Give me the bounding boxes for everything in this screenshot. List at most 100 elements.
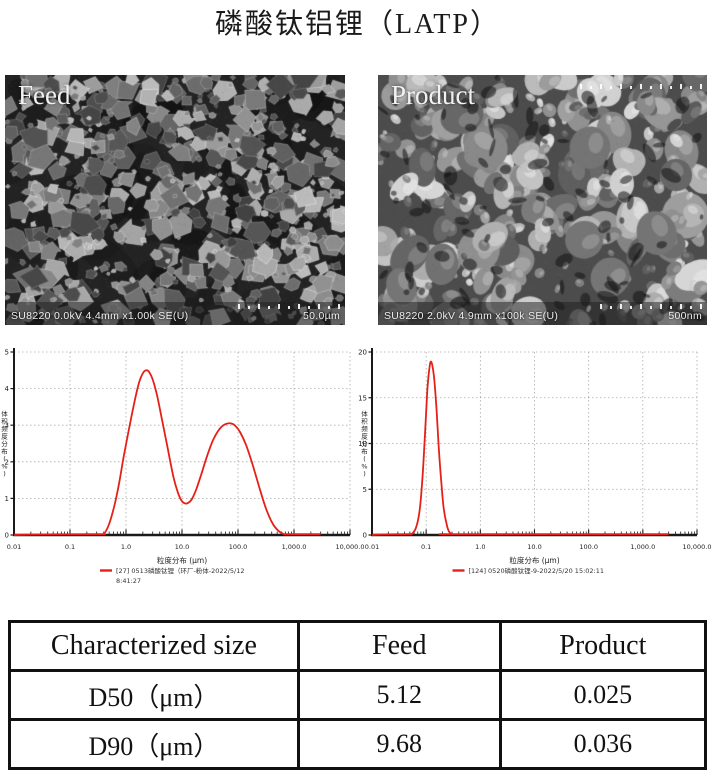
svg-text:积: 积 bbox=[1, 416, 8, 425]
scale-tick bbox=[700, 304, 702, 309]
svg-text:3: 3 bbox=[5, 422, 9, 430]
svg-text:体: 体 bbox=[1, 409, 8, 418]
particle-size-charts-row: 0 1 2 3 4 5 0.01 0.1 1.0 10.0 100.0 1,000.0 10,000.0… bbox=[0, 342, 715, 592]
svg-text:0.01: 0.01 bbox=[365, 543, 379, 551]
svg-text:5: 5 bbox=[5, 349, 9, 357]
svg-text:0.01: 0.01 bbox=[7, 543, 21, 551]
scale-tick bbox=[298, 304, 300, 309]
svg-text:8:41:27: 8:41:27 bbox=[116, 577, 141, 585]
svg-text:1,000.0: 1,000.0 bbox=[630, 543, 655, 551]
scale-tick bbox=[630, 306, 632, 309]
product-top-scale-ticks bbox=[580, 84, 702, 89]
sem-product-scale-bar: 500nm bbox=[600, 304, 702, 322]
svg-text:布: 布 bbox=[361, 446, 368, 455]
grid bbox=[372, 351, 698, 535]
scale-tick bbox=[640, 84, 642, 89]
svg-text:0: 0 bbox=[5, 532, 9, 540]
scale-tick bbox=[238, 304, 240, 309]
scale-tick bbox=[670, 86, 672, 89]
sem-feed-micrograph bbox=[5, 75, 345, 325]
svg-text:10: 10 bbox=[358, 440, 367, 448]
scale-tick bbox=[690, 306, 692, 309]
scale-tick bbox=[680, 84, 682, 89]
scale-tick bbox=[248, 306, 250, 309]
svg-text:频: 频 bbox=[361, 424, 368, 433]
scale-tick bbox=[278, 304, 280, 309]
d90-label: D90（μm） bbox=[8, 718, 300, 770]
distribution-curve bbox=[371, 360, 669, 536]
scale-tick bbox=[288, 306, 290, 309]
y-tick-labels: 0 5 10 15 20 bbox=[358, 349, 367, 540]
svg-text:100.0: 100.0 bbox=[229, 543, 248, 551]
svg-text:0.1: 0.1 bbox=[421, 543, 431, 551]
scale-bar-ticks bbox=[600, 304, 702, 309]
svg-text:1,000.0: 1,000.0 bbox=[282, 543, 307, 551]
distribution-curve bbox=[13, 369, 321, 536]
svg-text:10.0: 10.0 bbox=[175, 543, 189, 551]
scale-tick bbox=[258, 304, 260, 309]
sem-product-label: Product bbox=[391, 80, 475, 110]
page-title: 磷酸钛铝锂（LATP） bbox=[215, 9, 500, 40]
svg-text:分: 分 bbox=[361, 439, 368, 448]
legend: [124] 0520磷酸钛锂-9-2022/5/20 15:02:11 bbox=[452, 566, 605, 575]
svg-text:体: 体 bbox=[361, 409, 368, 418]
table-header-feed: Feed bbox=[296, 620, 502, 672]
scale-tick bbox=[590, 86, 592, 89]
svg-text:度: 度 bbox=[361, 431, 368, 440]
table-row-d50: D50（μm） 5.12 0.025 bbox=[8, 669, 708, 721]
svg-text:积: 积 bbox=[361, 416, 368, 425]
svg-text:20: 20 bbox=[358, 349, 367, 357]
scale-tick bbox=[650, 86, 652, 89]
svg-text:%: % bbox=[361, 462, 367, 470]
svg-text:2: 2 bbox=[5, 458, 9, 466]
table-header-characterized-size: Characterized size bbox=[8, 620, 300, 672]
product-psd-chart: 0 5 10 15 20 0.01 0.1 1.0 10.0 100.0 1,000.0 10,000… bbox=[358, 348, 711, 575]
svg-text:1.0: 1.0 bbox=[475, 543, 485, 551]
svg-text:度: 度 bbox=[1, 431, 8, 440]
sem-feed-info-bar: SU8220 0.0kV 4.4mm x1.00k SE(U) 50.0µm bbox=[5, 302, 345, 325]
svg-text:1.0: 1.0 bbox=[121, 543, 131, 551]
scale-tick bbox=[600, 304, 602, 309]
table-row-d90: D90（μm） 9.68 0.036 bbox=[8, 718, 708, 770]
scale-bar-ticks bbox=[238, 304, 340, 309]
svg-text:0: 0 bbox=[363, 532, 367, 540]
svg-text:): ) bbox=[3, 470, 6, 478]
svg-text:(: ( bbox=[363, 455, 366, 463]
svg-text:布: 布 bbox=[1, 446, 8, 455]
scale-tick bbox=[660, 304, 662, 309]
svg-text:1: 1 bbox=[5, 495, 9, 503]
y-tick-labels: 0 1 2 3 4 5 bbox=[5, 349, 10, 540]
svg-text:10.0: 10.0 bbox=[527, 543, 541, 551]
sem-feed-label: Feed bbox=[18, 80, 71, 110]
table-header-row: Characterized size Feed Product bbox=[8, 620, 708, 672]
svg-text:频: 频 bbox=[1, 424, 8, 433]
sem-images-row: Feed SU8220 0.0kV 4.4mm x1.00k SE(U) 50.… bbox=[5, 75, 715, 325]
feed-psd-chart: 0 1 2 3 4 5 0.01 0.1 1.0 10.0 100.0 1,000.0 10,000.0… bbox=[1, 348, 364, 585]
scale-tick bbox=[640, 304, 642, 309]
scale-tick bbox=[308, 306, 310, 309]
sem-product-metadata: SU8220 2.0kV 4.9mm x100k SE(U) bbox=[384, 310, 559, 322]
d90-feed-value: 9.68 bbox=[296, 718, 502, 770]
svg-text:10,000.0: 10,000.0 bbox=[683, 543, 712, 551]
x-tick-labels: 0.01 0.1 1.0 10.0 100.0 1,000.0 10,000.0 bbox=[7, 543, 365, 551]
svg-text:10,000.0: 10,000.0 bbox=[336, 543, 365, 551]
scale-tick bbox=[690, 86, 692, 89]
scale-tick bbox=[660, 84, 662, 89]
x-axis-label: 粒度分布 (µm) bbox=[157, 555, 207, 565]
scale-tick bbox=[580, 84, 582, 89]
svg-text:[124] 0520磷酸钛锂-9-2022/5/20 15:: [124] 0520磷酸钛锂-9-2022/5/20 15:02:11 bbox=[469, 566, 605, 575]
scale-tick bbox=[610, 306, 612, 309]
scale-tick bbox=[650, 306, 652, 309]
svg-text:分: 分 bbox=[1, 439, 8, 448]
grid bbox=[14, 351, 351, 535]
sem-image-product: Product SU8220 2.0kV 4.9mm x100k SE(U) 5… bbox=[378, 75, 707, 325]
d90-product-value: 0.036 bbox=[498, 718, 708, 770]
d50-feed-value: 5.12 bbox=[296, 669, 502, 721]
svg-text:%: % bbox=[1, 462, 7, 470]
svg-text:100.0: 100.0 bbox=[579, 543, 598, 551]
scale-tick bbox=[268, 306, 270, 309]
scale-tick bbox=[620, 304, 622, 309]
svg-text:4: 4 bbox=[5, 385, 10, 393]
